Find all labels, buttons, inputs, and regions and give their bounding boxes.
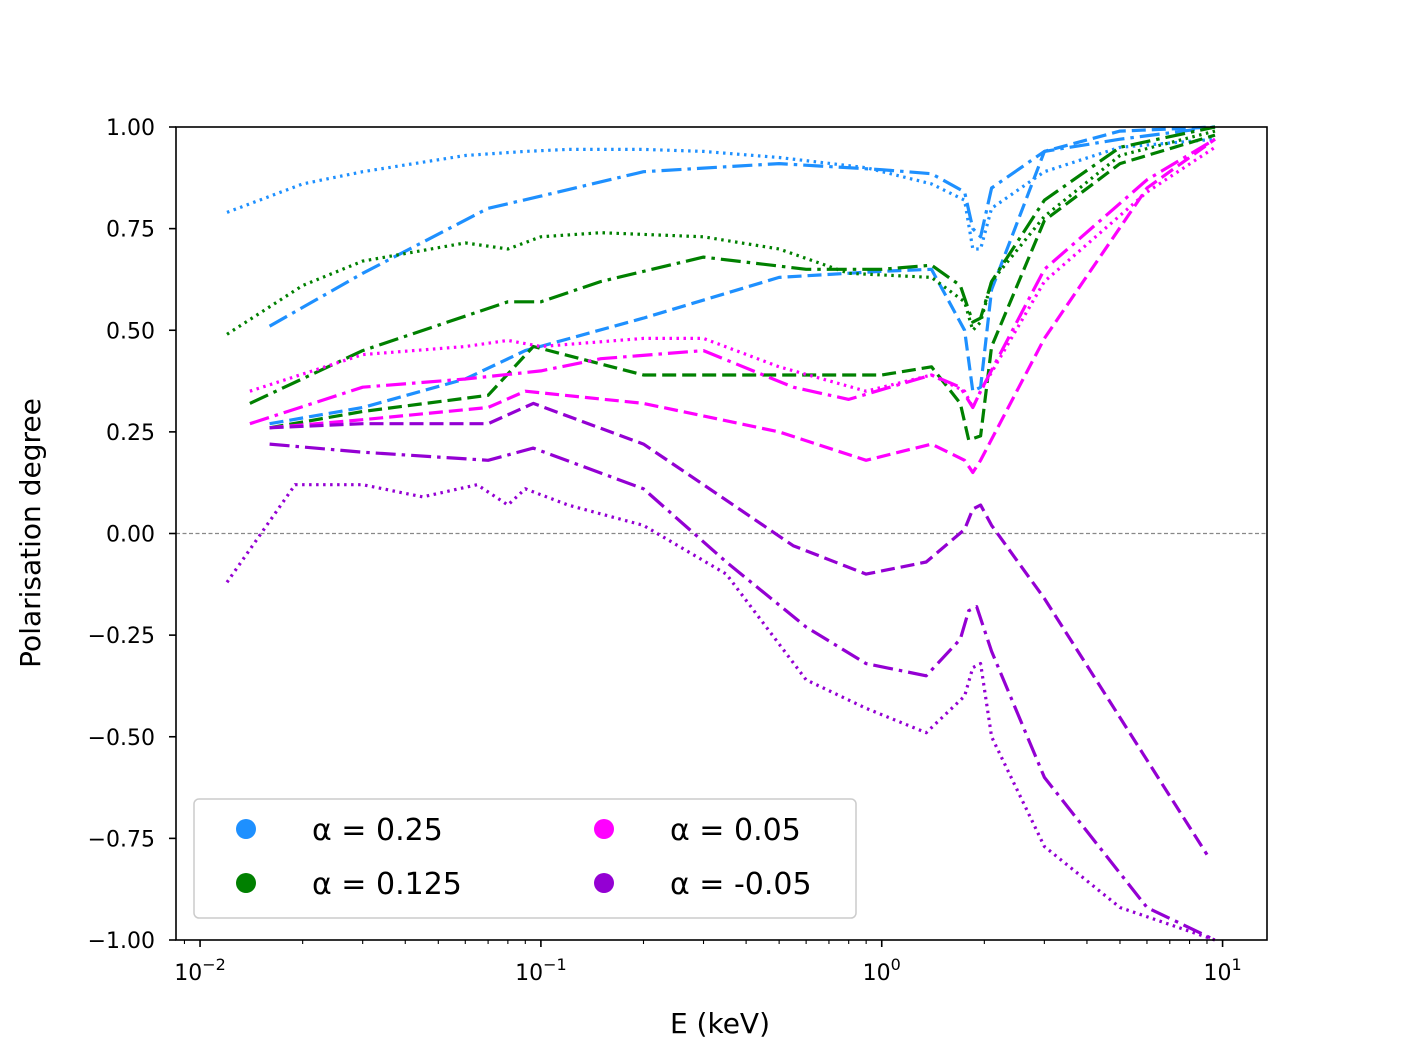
y-tick-label: −0.50 [88,726,155,751]
legend-label: α = 0.05 [670,813,801,848]
legend-marker [236,819,256,839]
y-tick-label: 0.50 [106,319,155,344]
series-alpha-minus0.05-dotted [225,483,1216,942]
series-alpha-0.25-dashed [269,125,1216,426]
legend-marker [594,819,614,839]
x-tick-label: 10−2 [174,955,226,986]
y-tick-label: −1.00 [88,929,155,954]
x-axis-label: E (keV) [670,1007,770,1040]
legend-marker [236,873,256,893]
legend: α = 0.25 α = 0.125 α = 0.05 α = -0.05 [193,798,857,919]
y-axis: 1.00 0.75 0.50 0.25 0.00 −0.25 −0.50 −0.75 −1.00 [88,116,176,954]
y-tick-label: −0.25 [88,624,155,649]
legend-marker [594,873,614,893]
y-tick-label: 1.00 [106,116,155,141]
series-alpha-0.25-dashdot [268,125,1216,328]
series-alpha-minus0.05-dashed [269,401,1209,856]
y-axis-label: Polarisation degree [14,398,47,668]
x-tick-label: 100 [863,955,901,986]
series-alpha-0.05-dashdot [249,137,1216,426]
y-tick-label: 0.25 [106,421,155,446]
legend-box [193,798,857,919]
y-tick-label: 0.75 [106,218,155,243]
x-axis: 10−2 10−1 100 101 [174,940,1242,986]
plot-lines [176,125,1267,942]
series-alpha-0.05-dotted [249,145,1216,410]
series-alpha-0.125-dashed [269,133,1216,442]
y-tick-label: 0.00 [106,523,155,548]
legend-label: α = 0.25 [312,813,443,848]
x-tick-label: 101 [1203,955,1241,986]
legend-label: α = -0.05 [670,867,812,902]
series-alpha-0.25-dotted [226,137,1216,251]
legend-label: α = 0.125 [312,867,462,902]
x-tick-label: 10−1 [515,955,567,986]
series-alpha-0.125-dashdot [249,125,1216,405]
series-alpha-minus0.05-dashdot [269,442,1216,942]
y-tick-label: −0.75 [88,827,155,852]
series-alpha-0.05-dashed [269,137,1216,475]
